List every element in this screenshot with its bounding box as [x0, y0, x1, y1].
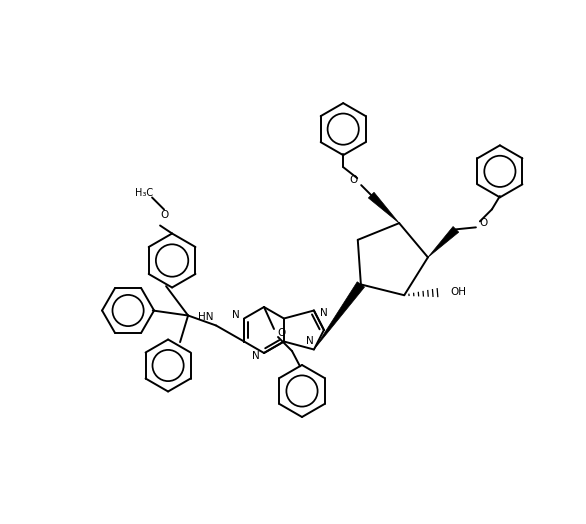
Text: O: O [160, 211, 168, 221]
Text: N: N [306, 336, 314, 346]
Polygon shape [369, 192, 399, 223]
Text: O: O [349, 175, 357, 185]
Text: OH: OH [450, 287, 466, 297]
Polygon shape [428, 226, 459, 257]
Text: N: N [320, 308, 328, 318]
Text: O: O [480, 219, 488, 228]
Text: N: N [232, 311, 240, 321]
Text: HN: HN [198, 312, 214, 322]
Text: O: O [278, 328, 286, 338]
Text: H₃C: H₃C [135, 189, 153, 199]
Text: N: N [252, 351, 260, 361]
Polygon shape [314, 282, 364, 350]
